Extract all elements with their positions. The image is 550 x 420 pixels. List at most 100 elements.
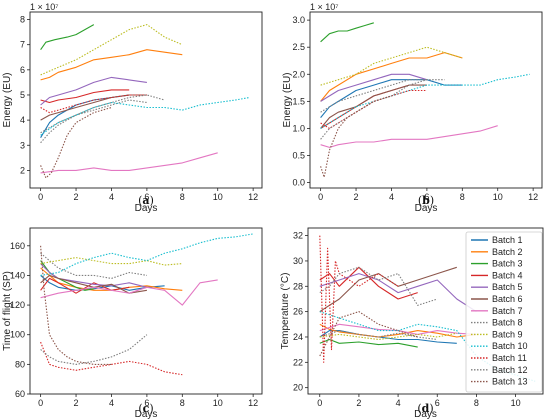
panel-label-open: ( — [138, 194, 142, 207]
series-group — [320, 22, 530, 178]
series-line — [40, 94, 147, 138]
x-tick-label: 6 — [424, 192, 429, 202]
y-tick-label: 80 — [15, 359, 25, 369]
y-axis-label: Energy (EU) — [282, 72, 293, 127]
x-tick-label: 6 — [435, 398, 440, 408]
x-tick-label: 0 — [318, 192, 323, 202]
y-multiplier: 1 × 10⁷ — [30, 2, 59, 12]
y-tick-label: 1.0 — [292, 123, 305, 133]
x-tick-label: 8 — [180, 192, 185, 202]
series-line — [40, 24, 95, 51]
x-tick-label: 2 — [74, 192, 79, 202]
y-tick-label: 3.0 — [292, 15, 305, 25]
series-line — [320, 84, 427, 129]
series-line — [40, 233, 254, 276]
series-line — [319, 311, 418, 357]
legend-entry: Batch 9 — [492, 329, 523, 339]
series-line — [40, 76, 147, 106]
panel-label-open: ( — [138, 402, 142, 415]
legend-entry: Batch 11 — [492, 353, 527, 363]
series-line — [40, 106, 112, 179]
series-line — [319, 266, 457, 313]
panel-label: (d) — [417, 402, 433, 415]
y-tick-label: 22 — [293, 357, 303, 367]
y-tick-label: 8 — [20, 15, 25, 25]
axes-frame — [307, 227, 544, 395]
y-tick-label: 3 — [20, 140, 25, 150]
legend-entry: Batch 8 — [492, 318, 523, 328]
panel-label-close: ) — [430, 194, 434, 207]
series-group — [319, 235, 536, 382]
y-axis-label: Time of flight (SP) — [2, 271, 13, 351]
panel-label: (a) — [138, 194, 154, 207]
y-axis-label: Energy (EU) — [2, 72, 13, 127]
axes-frame — [309, 11, 543, 189]
x-tick-label: 4 — [109, 398, 114, 408]
y-axis-label: Temperature (°C) — [280, 273, 291, 350]
panel-label-close: ) — [150, 194, 154, 207]
panel-2: 0 2 4 6 8 10 12 60 80 100 120 140 160 Days Time of fli… — [2, 227, 263, 420]
x-tick-label: 2 — [356, 398, 361, 408]
series-line — [40, 89, 130, 104]
series-line — [40, 49, 183, 81]
series-line — [320, 52, 463, 102]
series-line — [320, 46, 463, 86]
series-line — [40, 152, 218, 174]
panel-label-open: ( — [417, 402, 421, 415]
x-axis-label: Days — [414, 409, 437, 420]
series-line — [40, 245, 112, 365]
series-line — [40, 341, 183, 376]
series-line — [40, 267, 183, 291]
series-line — [320, 125, 498, 148]
series-line — [40, 334, 148, 365]
y-tick-label: 28 — [293, 281, 303, 291]
y-tick-label: 0.5 — [292, 151, 305, 161]
y-tick-label: 1.5 — [292, 96, 305, 106]
panel-label-letter: c — [143, 402, 150, 415]
panel-label-letter: d — [422, 402, 430, 415]
series-line — [319, 235, 399, 363]
x-tick-label: 0 — [317, 398, 322, 408]
legend-entry: Batch 13 — [492, 377, 528, 387]
series-line — [320, 79, 427, 113]
series-line — [319, 323, 477, 338]
x-tick-label: 4 — [109, 192, 114, 202]
y-tick-label: 4 — [20, 115, 25, 125]
series-line — [320, 73, 530, 129]
panel-label: (b) — [418, 194, 434, 207]
series-line — [40, 24, 183, 76]
x-tick-label: 6 — [144, 398, 149, 408]
series-line — [40, 274, 147, 294]
legend-box — [465, 231, 543, 393]
legend-entry: Batch 2 — [492, 247, 523, 257]
series-line — [40, 263, 148, 288]
y-tick-label: 120 — [10, 300, 25, 310]
y-tick-label: 100 — [10, 330, 25, 340]
x-tick-label: 2 — [354, 192, 359, 202]
x-tick-label: 4 — [396, 398, 401, 408]
x-tick-label: 6 — [144, 192, 149, 202]
y-tick-label: 7 — [20, 40, 25, 50]
y-multiplier: 1 × 10⁷ — [310, 2, 339, 12]
panel-label-letter: b — [422, 194, 430, 207]
y-tick-label: 2 — [20, 165, 25, 175]
x-axis-label: Days — [135, 203, 158, 214]
y-tick-label: 20 — [293, 383, 303, 393]
x-axis-label: Days — [415, 203, 438, 214]
x-tick-label: 8 — [460, 192, 465, 202]
series-line — [40, 94, 147, 121]
series-line — [40, 96, 250, 136]
y-tick-label: 140 — [10, 270, 25, 280]
y-tick-label: 30 — [293, 256, 303, 266]
y-tick-label: 24 — [293, 332, 303, 342]
series-line — [320, 22, 374, 43]
series-line — [320, 73, 428, 102]
panel-label-letter: a — [142, 194, 149, 207]
y-tick-label: 160 — [10, 241, 25, 251]
x-tick-label: 10 — [493, 192, 503, 202]
x-tick-label: 10 — [213, 398, 223, 408]
x-tick-label: 10 — [511, 398, 521, 408]
